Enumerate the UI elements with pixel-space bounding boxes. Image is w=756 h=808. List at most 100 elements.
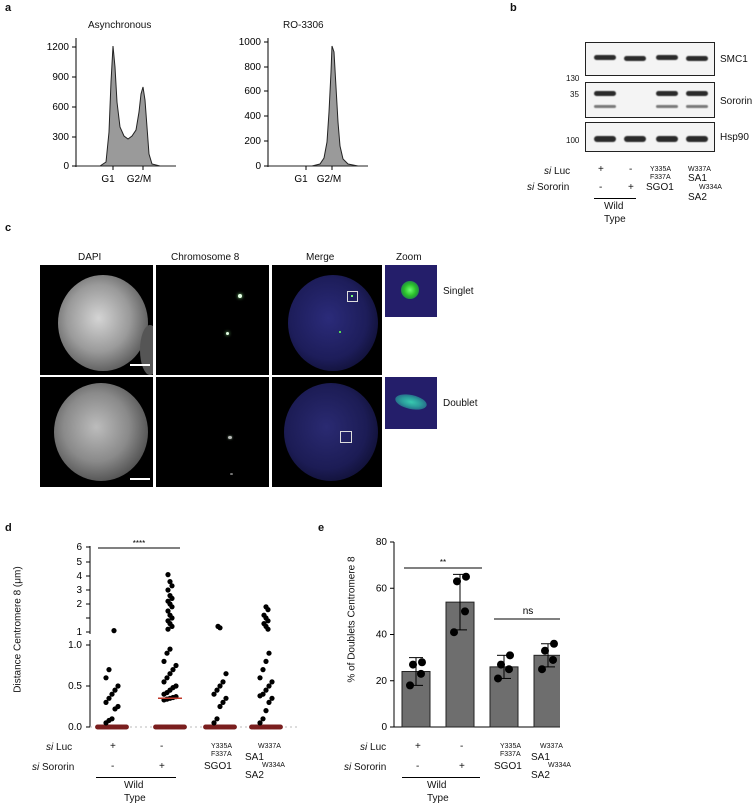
- d-point: [214, 687, 220, 693]
- d-ylabel: Distance Centromere 8 (μm): [12, 566, 24, 693]
- d-point: [263, 687, 269, 693]
- e-point: [406, 681, 414, 690]
- c-label-doublet: Doublet: [443, 398, 478, 409]
- d-point: [167, 671, 173, 677]
- hist2-ytick: 400: [244, 111, 261, 122]
- e-sig-1: **: [440, 558, 446, 567]
- e-bar: [533, 654, 560, 728]
- d-outlier-point: [165, 587, 171, 593]
- b-wildtype-line1: Wild: [604, 201, 624, 212]
- e-sororin-value-1: -: [416, 761, 420, 772]
- hist2-xlabel-g1: G1: [294, 174, 308, 182]
- d-significance: ****: [133, 539, 145, 548]
- e-mut1-name: SGO1: [494, 761, 522, 772]
- b-mut2-name1: SA1: [688, 173, 707, 184]
- e-point: [538, 665, 546, 674]
- d-point: [164, 650, 170, 656]
- d-mut2-line1: W337A: [258, 743, 281, 750]
- d-point: [109, 716, 115, 722]
- d-outlier-point: [169, 615, 175, 621]
- d-point: [173, 683, 179, 689]
- d-ytick: 0.0: [68, 722, 82, 733]
- e-point: [549, 655, 557, 664]
- d-point: [106, 667, 112, 673]
- d-point-zero: [181, 724, 187, 730]
- b-sororin-value-2: +: [628, 182, 634, 193]
- d-point: [103, 699, 109, 705]
- panel-letter-c: c: [5, 222, 12, 234]
- d-ytick: 6: [76, 542, 82, 553]
- blot-label-hsp90: Hsp90: [720, 132, 749, 143]
- d-point: [257, 675, 263, 681]
- e-plot: 80 60 40 20 0 ** ns: [376, 537, 560, 732]
- e-luc-value-1: +: [415, 741, 421, 752]
- d-mut2-line2: W334A: [262, 762, 285, 769]
- blot-hsp90: [585, 122, 715, 152]
- d-point: [260, 691, 266, 697]
- hist1-ytick: 600: [52, 102, 69, 113]
- chr8-image-doublet: [156, 377, 269, 487]
- d-outlier-point: [167, 579, 173, 585]
- hist1-area: [76, 45, 176, 167]
- b-luc-value-2: -: [629, 164, 633, 175]
- d-mut1-line2: F337A: [211, 751, 232, 758]
- b-sororin-value-1: -: [599, 182, 603, 193]
- marker-100: 100: [566, 136, 580, 145]
- d-wildtype-line1: Wild: [124, 780, 144, 791]
- d-point: [115, 683, 121, 689]
- d-point: [260, 667, 266, 673]
- d-point: [170, 667, 176, 673]
- c-header-chr8: Chromosome 8: [171, 252, 240, 263]
- merge-image-doublet: [272, 377, 382, 487]
- d-wildtype-line2: Type: [124, 793, 146, 804]
- d-outlier-point: [169, 583, 175, 589]
- d-point: [257, 720, 263, 726]
- d-ytick: 0.5: [68, 681, 82, 692]
- scale-bar: [130, 478, 150, 480]
- e-point: [494, 674, 502, 683]
- d-point: [266, 699, 272, 705]
- hist1-yaxis: 1200 900 600 300 0: [47, 38, 77, 172]
- e-ytick-label: 20: [376, 676, 388, 687]
- e-ylabel: % of Doublets Centromere 8: [346, 556, 358, 683]
- e-mut2-line2: W334A: [548, 762, 571, 769]
- d-outlier-point: [165, 608, 171, 614]
- d-point: [263, 658, 269, 664]
- e-sig-2: ns: [523, 606, 534, 617]
- e-mut1-line1: Y335A: [500, 743, 522, 750]
- marker-130: 130: [566, 74, 580, 83]
- blot-label-sororin: Sororin: [720, 96, 753, 107]
- d-point: [220, 699, 226, 705]
- d-sororin-value-2: +: [159, 761, 165, 772]
- d-point: [164, 675, 170, 681]
- b-si-sororin-label: si Sororin: [527, 182, 570, 193]
- e-point: [409, 660, 417, 669]
- e-luc-value-2: -: [460, 741, 464, 752]
- e-sororin-value-2: +: [459, 761, 465, 772]
- d-outlier-point: [169, 595, 175, 601]
- e-mut2-name2: SA2: [531, 770, 550, 781]
- e-point: [417, 669, 425, 678]
- b-mut1-line2: F337A: [650, 174, 671, 181]
- d-si-luc-label: si Luc: [46, 742, 73, 753]
- d-luc-value-2: -: [160, 741, 164, 752]
- merge-image-singlet: [272, 265, 382, 375]
- dapi-image-doublet: [40, 377, 153, 487]
- e-ytick-label: 0: [381, 722, 387, 732]
- e-point: [505, 665, 513, 674]
- blot-smc1: [585, 42, 715, 76]
- d-point-zero: [123, 724, 129, 730]
- panel-letter-b: b: [510, 2, 517, 14]
- d-luc-value-1: +: [110, 741, 116, 752]
- hist1-plot: 1200 900 600 300 0 G1 G2/M: [47, 38, 176, 182]
- b-mut2-line2: W334A: [699, 184, 722, 191]
- panel-letter-e: e: [318, 522, 325, 534]
- d-ytick: 1.0: [68, 640, 82, 651]
- d-outlier-point: [111, 628, 117, 634]
- d-ytick: 5: [76, 557, 82, 568]
- d-ytick: 4: [76, 571, 82, 582]
- d-ytick: 3: [76, 585, 82, 596]
- hist2-title: RO-3306: [283, 20, 324, 31]
- e-point: [453, 577, 461, 586]
- marker-35: 35: [570, 90, 579, 99]
